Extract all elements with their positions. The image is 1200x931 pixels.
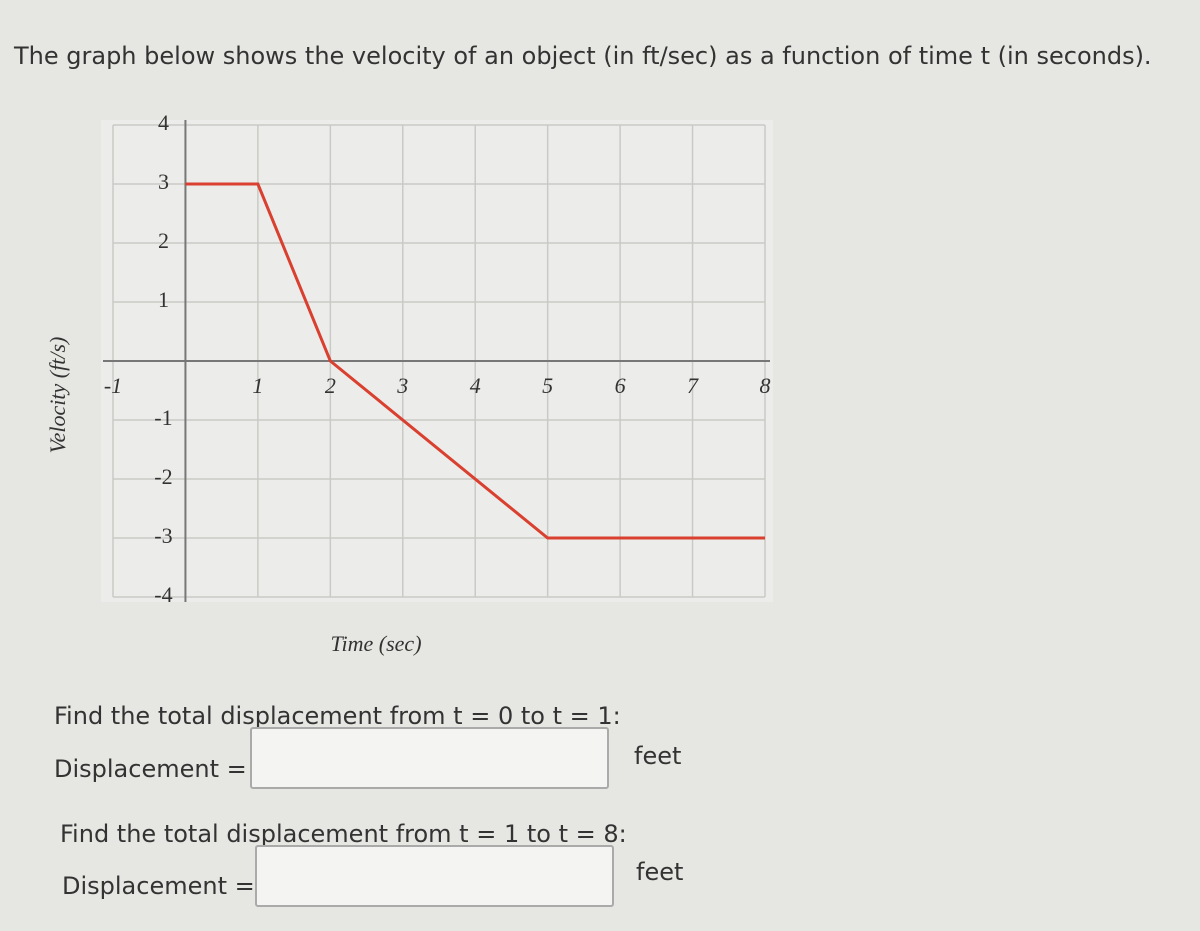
- y-tick-label: -1: [154, 405, 172, 430]
- y-tick-label: 1: [158, 287, 169, 312]
- y-tick-label: 4: [158, 110, 169, 135]
- question-prompt: Find the total displacement from t = 0 t…: [54, 702, 621, 730]
- x-axis-label: Time (sec): [330, 631, 421, 656]
- question-prompt: Find the total displacement from t = 1 t…: [60, 820, 627, 848]
- y-tick-label: 2: [158, 228, 169, 253]
- x-tick-label: 3: [396, 373, 408, 398]
- input-label: Displacement =: [62, 872, 255, 900]
- x-tick-label: 2: [325, 373, 336, 398]
- x-tick-label: 8: [760, 373, 771, 398]
- unit-label: feet: [636, 858, 684, 886]
- x-tick-label: -1: [104, 373, 122, 398]
- answer-input[interactable]: [250, 727, 609, 789]
- title: The graph below shows the velocity of an…: [14, 42, 1152, 70]
- velocity-line: [185, 182, 765, 540]
- x-tick-label: 4: [470, 373, 481, 398]
- x-tick-label: 7: [687, 373, 699, 398]
- x-tick-label: 1: [252, 373, 263, 398]
- unit-label: feet: [634, 742, 682, 770]
- y-tick-label: 3: [158, 169, 169, 194]
- y-tick-label: -4: [154, 582, 172, 607]
- chart: Time (sec) Velocity (ft/s) -1 1 2 3 4 5 6 7 8 -4 -…: [45, 110, 773, 656]
- x-tick-label: 5: [542, 373, 553, 398]
- y-tick-label: -3: [154, 523, 172, 548]
- y-tick-label: -2: [154, 464, 172, 489]
- input-label: Displacement =: [54, 755, 247, 783]
- answer-input[interactable]: [255, 845, 614, 907]
- x-tick-label: 6: [615, 373, 626, 398]
- y-axis-label: Velocity (ft/s): [45, 337, 70, 454]
